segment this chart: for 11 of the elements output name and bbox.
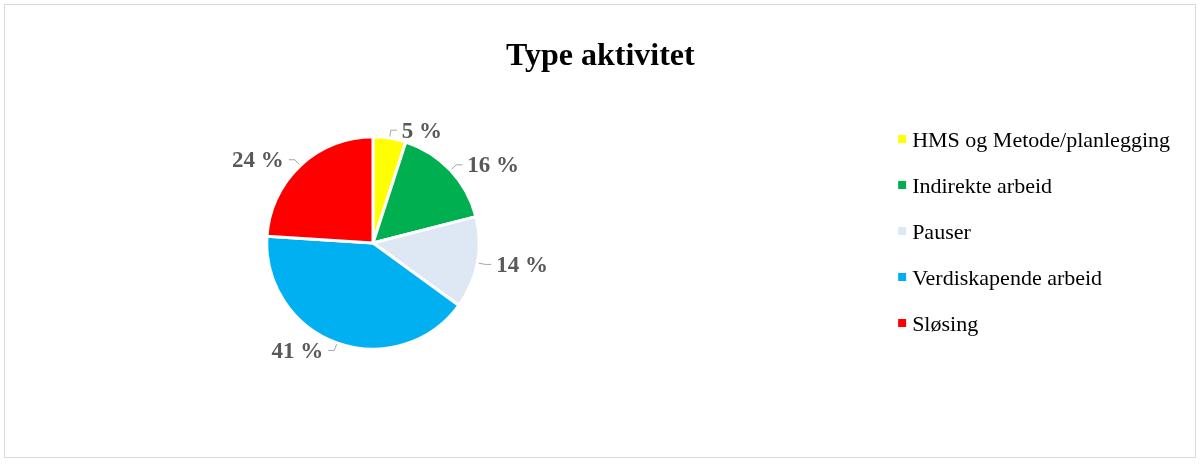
legend-label: HMS og Metode/planlegging — [912, 126, 1171, 152]
legend-label: Indirekte arbeid — [912, 172, 1053, 198]
chart-title: Type aktivitet — [506, 36, 696, 72]
data-label: 41 % — [271, 337, 324, 363]
legend-label: Sløsing — [912, 310, 979, 336]
data-label: 24 % — [232, 147, 284, 173]
legend-label: Verdiskapende arbeid — [912, 264, 1103, 290]
legend-label: Pauser — [912, 218, 972, 244]
data-label: 16 % — [467, 152, 520, 178]
data-label: 5 % — [401, 117, 443, 143]
data-label: 14 % — [496, 251, 548, 277]
